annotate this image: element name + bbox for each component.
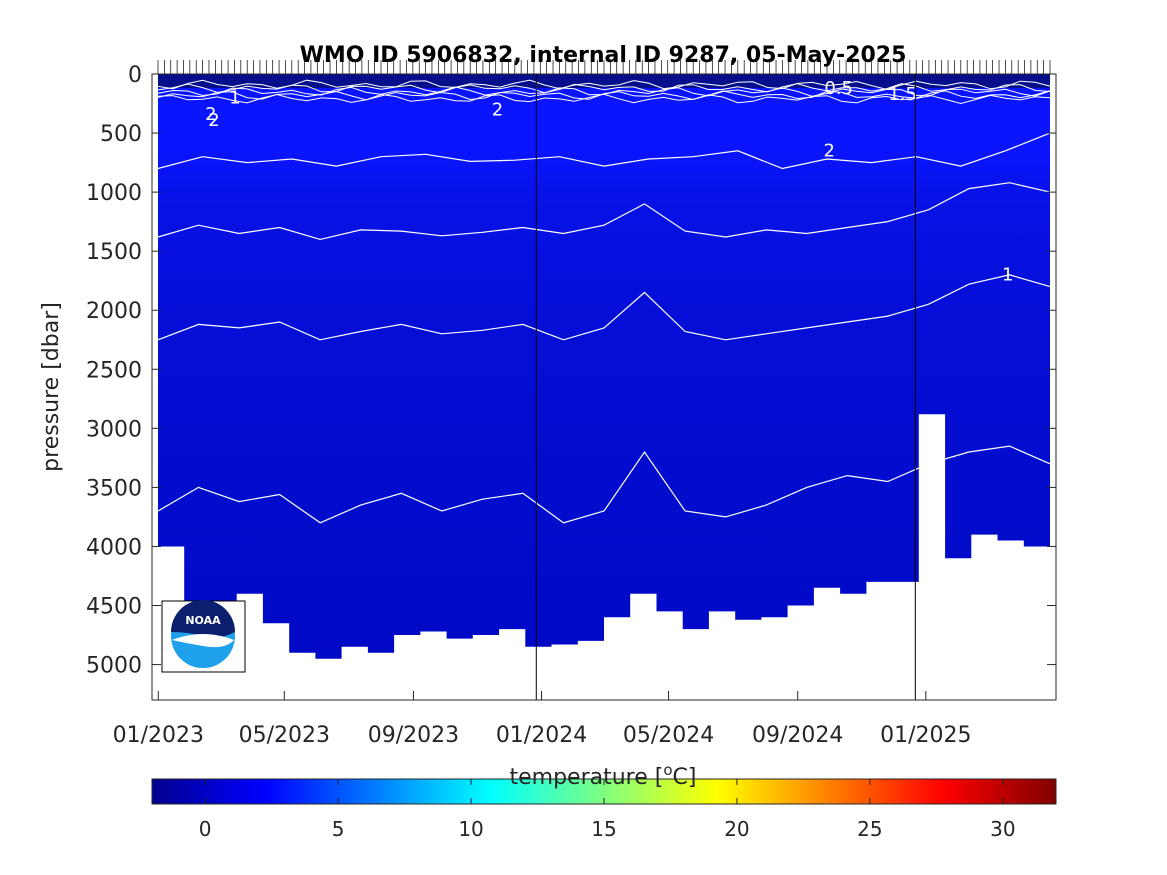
x-tick-label: 01/2023	[113, 723, 204, 748]
contour-line-2	[157, 132, 1051, 170]
colorbar-tick-label: 10	[458, 817, 483, 841]
y-axis-label: pressure [dbar]	[39, 302, 64, 472]
x-tick-label: 01/2025	[880, 723, 971, 748]
colorbar-tick-label: 5	[332, 817, 345, 841]
surface-contour	[157, 93, 1051, 105]
y-tick-label: 2500	[86, 358, 142, 383]
y-tick-label: 2000	[86, 299, 142, 324]
surface-contour	[157, 83, 1051, 94]
contour-label: 1.5	[888, 84, 917, 105]
y-tick-label: 4000	[86, 535, 142, 560]
contour-label: 2	[208, 110, 219, 131]
right-margin	[1050, 74, 1056, 700]
colorbar-tick-label: 25	[857, 817, 882, 841]
y-tick-label: 1500	[86, 240, 142, 265]
surface-contour	[157, 90, 1051, 101]
colorbar-tick-label: 15	[591, 817, 616, 841]
y-tick-label: 3500	[86, 476, 142, 501]
x-tick-label: 09/2024	[752, 723, 843, 748]
contour-line-1-5	[157, 182, 1051, 241]
x-tick-label: 01/2024	[496, 723, 587, 748]
noaa-logo-text: NOAA	[185, 614, 221, 627]
contour-label: 0.5	[824, 78, 853, 99]
seafloor-mask	[158, 414, 1050, 700]
colorbar-tick-label: 0	[199, 817, 212, 841]
y-tick-label: 5000	[86, 654, 142, 679]
x-tick-label: 09/2023	[368, 723, 459, 748]
colorbar-label: temperature [oC]	[509, 761, 696, 790]
axes-box	[151, 73, 1057, 701]
chart-title: WMO ID 5906832, internal ID 9287, 05-May…	[300, 43, 907, 68]
x-tick-label: 05/2023	[239, 723, 330, 748]
noaa-logo-icon: NOAA	[161, 600, 246, 673]
y-tick-label: 4500	[86, 595, 142, 620]
contour-label: 1	[229, 88, 240, 109]
contour-label: 2	[823, 141, 834, 162]
colorbar-tick-label: 20	[724, 817, 749, 841]
contour-label: 2	[205, 104, 216, 125]
y-tick-label: 500	[100, 122, 142, 147]
x-tick-label: 05/2024	[623, 723, 714, 748]
contour-line-0-5	[157, 445, 1051, 524]
y-tick-label: 3000	[86, 417, 142, 442]
contour-label: 2	[492, 99, 503, 120]
y-tick-label: 1000	[86, 181, 142, 206]
left-margin	[152, 74, 158, 700]
surface-band	[158, 74, 1050, 88]
colorbar-tick-label: 30	[990, 817, 1015, 841]
surface-contour	[157, 79, 1051, 90]
y-tick-label: 0	[128, 63, 142, 88]
contour-line-1	[157, 274, 1051, 341]
contour-label: 1	[1002, 265, 1013, 286]
colorbar: 0 5 10 15 20 25 30	[151, 778, 1057, 841]
